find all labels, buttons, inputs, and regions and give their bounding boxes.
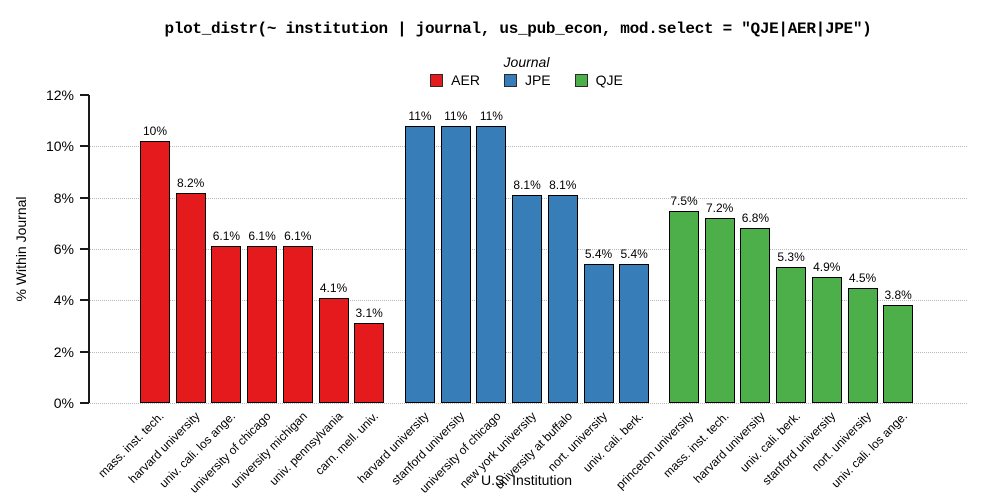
bar-aer <box>282 246 313 403</box>
legend-item-qje: QJE <box>574 72 623 88</box>
y-tick-mark <box>80 248 89 250</box>
y-tick-label: 6% <box>53 241 74 257</box>
bar-value-label: 10% <box>142 124 168 139</box>
y-tick-mark <box>80 299 89 302</box>
legend-label-jpe: JPE <box>524 72 551 88</box>
legend-item-jpe: JPE <box>503 72 551 88</box>
legend-items: AER JPE QJE <box>88 72 965 88</box>
x-tick-label: univ. cali. berk. <box>737 409 804 475</box>
bar-qje <box>847 287 878 403</box>
y-tick-label: 4% <box>53 292 74 309</box>
bar-value-label: 4.5% <box>848 270 877 285</box>
bar-aer <box>140 141 170 403</box>
bar-qje <box>740 228 771 403</box>
bar-value-label: 7.2% <box>706 201 734 216</box>
bar-value-label: 4.9% <box>813 260 841 275</box>
y-tick-label: 2% <box>53 343 74 360</box>
legend-label-qje: QJE <box>595 72 623 88</box>
legend-swatch-jpe-icon <box>503 73 517 87</box>
x-axis-title: U.S. Institution <box>480 472 573 488</box>
y-axis-labels: 0% 2% 4% 6% 8% 10% 12% <box>0 0 78 500</box>
bar-value-label: 11% <box>444 108 468 123</box>
y-axis-title: % Within Journal <box>13 196 29 302</box>
y-tick-label: 12% <box>45 87 74 103</box>
y-tick-label: 10% <box>45 138 74 155</box>
bar-qje <box>704 218 735 403</box>
legend-swatch-aer-icon <box>430 73 444 87</box>
legend-label-aer: AER <box>451 72 480 88</box>
bar-value-label: 6.1% <box>248 229 276 244</box>
bar-value-label: 3.8% <box>884 288 912 303</box>
bar-aer <box>247 246 278 403</box>
y-tick-label: 8% <box>53 189 74 206</box>
x-tick-label: mass. inst. tech. <box>660 409 732 481</box>
x-tick-label: mass. inst. tech. <box>95 409 167 481</box>
bar-jpe <box>476 125 507 403</box>
bar-jpe <box>583 264 614 403</box>
bar-qje <box>776 266 807 403</box>
bar-jpe <box>619 264 650 403</box>
bar-aer <box>211 246 242 403</box>
bar-jpe <box>405 125 435 403</box>
bar-aer <box>175 192 206 403</box>
legend-item-aer: AER <box>430 72 480 88</box>
y-tick-mark <box>80 94 89 96</box>
bar-value-label: 11% <box>408 108 432 123</box>
bar-aer <box>354 323 385 403</box>
gridline <box>90 146 967 148</box>
bar-jpe <box>547 195 578 403</box>
y-tick-mark <box>80 196 89 199</box>
y-tick-label: 0% <box>53 395 74 411</box>
bar-value-label: 7.5% <box>670 193 698 208</box>
x-tick-label: nort. university <box>809 409 875 475</box>
bar-qje <box>669 210 699 403</box>
bar-jpe <box>440 125 471 403</box>
gridline <box>90 403 967 404</box>
y-tick-mark <box>80 145 89 148</box>
plot-area: 10% 8.2% 6.1% 6.1% 6.1% 4.1% 3.1% 11% 11% 11% 8.1%… <box>80 94 967 404</box>
y-tick-mark <box>80 350 89 353</box>
bar-value-label: 11% <box>479 108 503 123</box>
bar-jpe <box>512 195 543 403</box>
bar-value-label: 8.1% <box>513 178 541 193</box>
x-tick-label: univ. cali. berk. <box>580 409 647 475</box>
bar-value-label: 5.4% <box>584 247 613 262</box>
bar-value-label: 4.1% <box>319 280 348 295</box>
legend: Journal AER JPE QJE <box>88 54 965 88</box>
chart-title: plot_distr(~ institution | journal, us_p… <box>164 20 872 38</box>
bar-value-label: 5.4% <box>620 247 648 262</box>
x-tick-label: nort. university <box>545 409 611 475</box>
x-tick-label: carn. mell. univ. <box>312 409 382 478</box>
bar-value-label: 5.3% <box>777 249 805 264</box>
bar-value-label: 6.1% <box>212 229 241 244</box>
bar-qje <box>883 305 914 403</box>
legend-swatch-qje-icon <box>574 73 588 87</box>
y-tick-mark <box>80 402 89 404</box>
bar-aer <box>318 297 349 403</box>
bar-value-label: 8.1% <box>549 178 577 193</box>
bar-value-label: 6.8% <box>741 211 770 226</box>
bar-value-label: 6.1% <box>284 229 312 244</box>
legend-title: Journal <box>503 54 550 70</box>
bar-value-label: 8.2% <box>177 175 205 190</box>
bar-qje <box>811 277 842 403</box>
bar-value-label: 3.1% <box>355 306 383 321</box>
